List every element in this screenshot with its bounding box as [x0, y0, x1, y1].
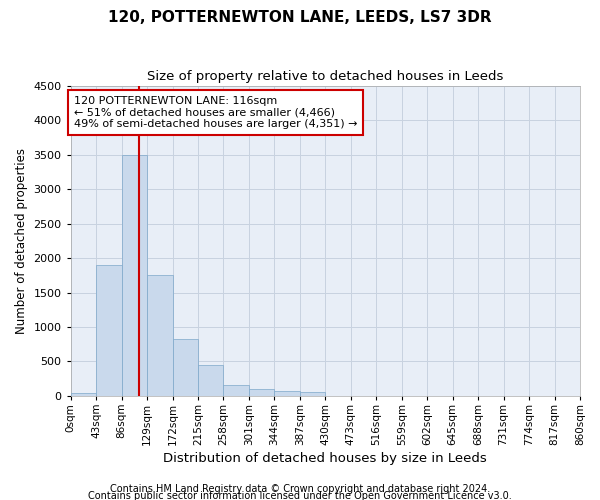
Text: Contains HM Land Registry data © Crown copyright and database right 2024.: Contains HM Land Registry data © Crown c…	[110, 484, 490, 494]
Bar	[300, 392, 325, 396]
Bar	[198, 365, 223, 396]
Bar	[147, 276, 173, 396]
Bar	[274, 391, 300, 396]
Bar	[96, 265, 122, 396]
Bar	[173, 338, 198, 396]
Title: Size of property relative to detached houses in Leeds: Size of property relative to detached ho…	[147, 70, 503, 83]
Text: 120, POTTERNEWTON LANE, LEEDS, LS7 3DR: 120, POTTERNEWTON LANE, LEEDS, LS7 3DR	[108, 10, 492, 25]
Bar	[249, 390, 274, 396]
Text: Contains public sector information licensed under the Open Government Licence v3: Contains public sector information licen…	[88, 491, 512, 500]
Bar	[223, 385, 249, 396]
Bar	[122, 154, 147, 396]
Text: 120 POTTERNEWTON LANE: 116sqm
← 51% of detached houses are smaller (4,466)
49% o: 120 POTTERNEWTON LANE: 116sqm ← 51% of d…	[74, 96, 357, 129]
X-axis label: Distribution of detached houses by size in Leeds: Distribution of detached houses by size …	[163, 452, 487, 465]
Bar	[71, 392, 96, 396]
Y-axis label: Number of detached properties: Number of detached properties	[15, 148, 28, 334]
